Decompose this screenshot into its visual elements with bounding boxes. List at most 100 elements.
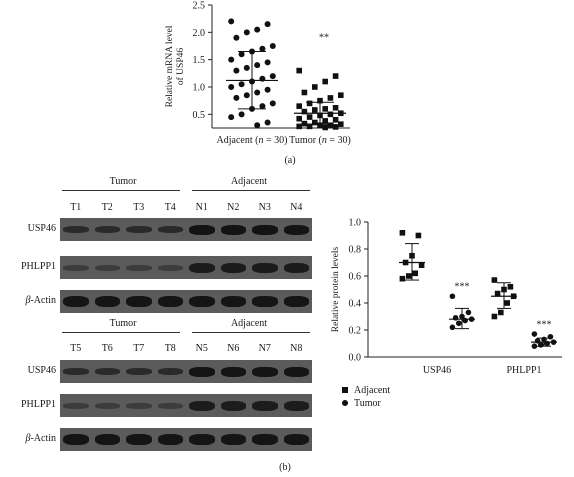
blot-band	[252, 224, 278, 235]
data-point	[269, 100, 276, 107]
data-point	[332, 117, 339, 123]
blot-band	[252, 366, 278, 377]
data-point	[243, 92, 250, 99]
blot-band	[252, 434, 278, 445]
data-point	[243, 64, 250, 71]
lane-label: N7	[258, 343, 271, 354]
data-point	[399, 230, 406, 236]
data-point	[491, 277, 498, 283]
data-point	[498, 309, 504, 316]
data-point	[238, 111, 245, 118]
data-point	[327, 122, 334, 129]
data-point	[228, 18, 235, 25]
significance-mark: ***	[537, 319, 552, 330]
data-point	[264, 119, 271, 126]
data-point	[306, 123, 313, 130]
blot-band	[94, 402, 120, 409]
data-point	[465, 309, 472, 316]
data-point	[406, 273, 412, 279]
data-point	[264, 86, 271, 93]
lane-label: N1	[195, 202, 208, 213]
blot-row-label: β-Actin	[25, 433, 56, 444]
blot-band	[189, 262, 215, 273]
blot-band	[126, 264, 152, 271]
data-point	[312, 107, 318, 113]
western-blot-top: Tumor Adjacent T1 T2 T3 T4 N1 N2 N3 N4 USP46 PHLPP1…	[0, 176, 320, 336]
legend-label: Tumor	[354, 398, 382, 409]
blot-band	[63, 226, 89, 233]
data-point	[491, 313, 498, 320]
data-point	[228, 114, 235, 121]
data-point	[531, 343, 538, 349]
blot-strip	[60, 290, 312, 313]
y-tick-label: 2.0	[193, 28, 206, 39]
data-point	[449, 324, 456, 331]
lane-label: T7	[133, 343, 145, 354]
y-tick-label: 0.8	[349, 245, 362, 256]
y-tick-label: 0.2	[349, 326, 362, 337]
lane-label: T8	[164, 343, 176, 354]
blot-strip	[60, 394, 312, 417]
blot-band	[126, 226, 152, 233]
data-point	[259, 103, 266, 110]
blot-band	[157, 368, 183, 375]
data-point	[269, 43, 276, 49]
western-blot-bottom: Tumor Adjacent T5 T6 T7 T8 N5 N6 N7 N8 USP46 PHLPP1…	[0, 318, 320, 458]
y-tick-label: 1.0	[193, 83, 206, 94]
blot-band	[283, 400, 309, 411]
data-point	[243, 29, 250, 36]
data-point	[296, 123, 302, 130]
blot-band	[126, 434, 152, 445]
y-tick-label: 0.6	[349, 272, 362, 283]
data-point	[301, 89, 308, 96]
data-point	[228, 56, 235, 63]
blot-strip	[60, 218, 312, 241]
lane-label: N5	[195, 343, 208, 354]
data-point	[504, 300, 510, 306]
data-point	[332, 73, 339, 79]
group-line-tumor	[62, 332, 180, 333]
lane-label: N8	[290, 343, 303, 354]
data-point	[332, 124, 339, 130]
blot-band	[94, 226, 120, 233]
y-tick-label: 0.5	[193, 110, 206, 121]
y-tick-label: 0.0	[349, 353, 362, 364]
data-point	[399, 275, 406, 282]
blot-strip	[60, 360, 312, 383]
blot-band	[189, 296, 215, 307]
data-point	[306, 100, 313, 107]
blot-band	[63, 264, 89, 271]
blot-strip	[60, 428, 312, 451]
x-category-label: Tumor (n = 30)	[289, 135, 351, 146]
mrna-scatter-chart: 0.5 1.0 1.5 2.0 2.5 Relative mRNA level of USP…	[165, 1, 351, 147]
data-point	[238, 81, 245, 88]
data-point	[449, 293, 456, 300]
blot-band	[63, 402, 89, 409]
blot-row-label: USP46	[27, 223, 56, 234]
data-point	[412, 270, 418, 277]
data-point	[296, 103, 302, 109]
blot-band	[157, 226, 183, 233]
data-point	[264, 59, 271, 66]
blot-band	[63, 434, 89, 445]
blot-band	[220, 434, 246, 445]
data-point	[238, 51, 245, 58]
data-point	[538, 342, 544, 348]
group-line-adjacent	[192, 332, 310, 333]
data-point	[254, 89, 261, 96]
blot-strip	[60, 256, 312, 279]
data-point	[544, 340, 550, 347]
group-label-tumor: Tumor	[109, 318, 137, 329]
group-label-adjacent: Adjacent	[230, 318, 268, 329]
lane-label: N6	[227, 343, 240, 354]
beta-symbol: β	[25, 433, 31, 444]
data-point	[332, 104, 339, 111]
blot-band	[157, 402, 183, 409]
data-point	[456, 320, 462, 327]
data-point	[327, 95, 334, 101]
blot-band	[63, 368, 89, 375]
blot-band	[94, 264, 120, 271]
data-point	[531, 331, 538, 337]
data-point	[327, 111, 334, 118]
data-point	[317, 122, 323, 129]
